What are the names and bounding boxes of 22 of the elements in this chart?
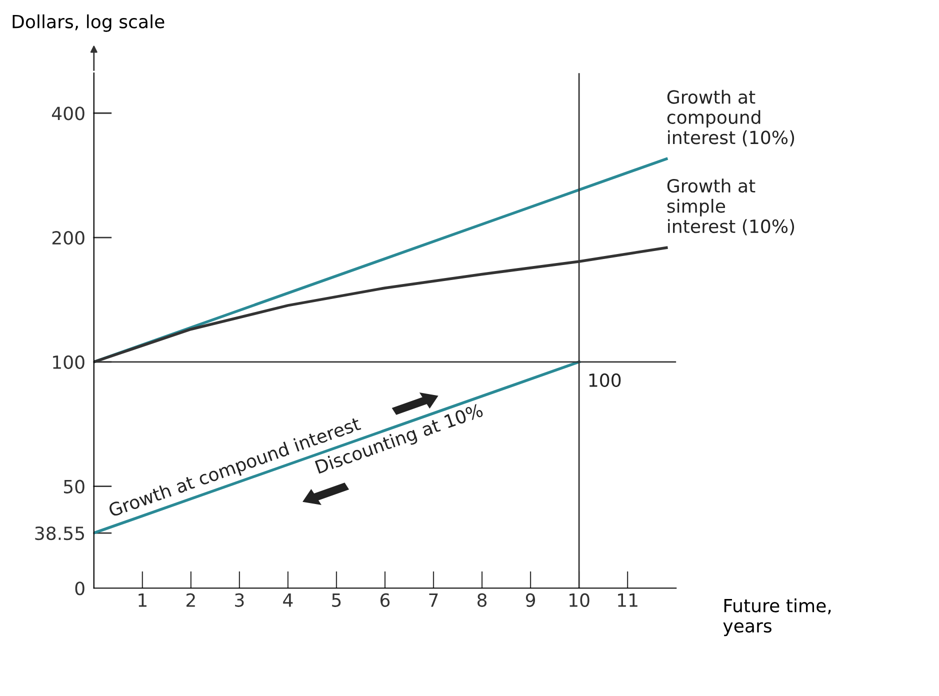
x-tick-label: 6: [380, 593, 390, 607]
x-tick-label: 9: [526, 593, 536, 607]
series-label: Growth at simple interest (10%): [667, 178, 794, 236]
y-tick-label: 0: [75, 582, 84, 596]
y-axis-title: Dollars, log scale: [12, 14, 164, 32]
x-tick-label: 5: [332, 594, 341, 607]
x-tick-label: 2: [186, 593, 195, 607]
annotation: 100: [589, 373, 621, 388]
x-tick-label: 7: [429, 594, 438, 607]
x-tick-label: 1: [138, 594, 146, 607]
x-tick-label: 11: [618, 594, 638, 607]
series-label: Growth at compound interest (10%): [667, 90, 794, 146]
x-tick-label: 10: [570, 593, 590, 607]
y-tick-label: 50: [64, 480, 84, 494]
x-tick-label: 4: [283, 594, 293, 607]
x-tick-label: 3: [235, 593, 244, 607]
x-axis-title: Future time, years: [723, 598, 831, 636]
y-tick-label: 400: [52, 106, 84, 120]
y-tick-label: 100: [53, 355, 84, 370]
x-tick-label: 8: [478, 593, 487, 607]
y-tick-label: 38.55: [35, 526, 84, 540]
y-tick-label: 200: [52, 230, 84, 245]
